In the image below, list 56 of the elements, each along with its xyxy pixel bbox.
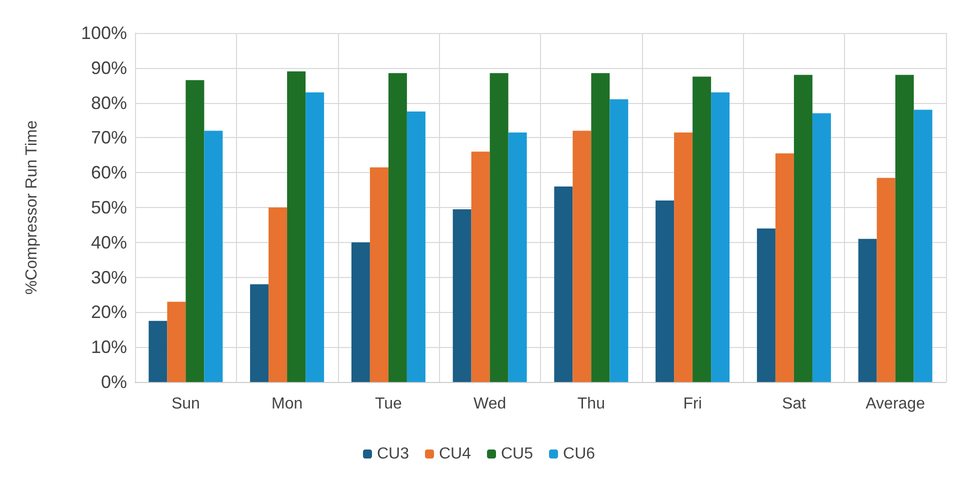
bar bbox=[186, 80, 204, 382]
bar bbox=[876, 178, 896, 382]
y-tick-label: 20% bbox=[90, 302, 127, 322]
x-tick-label: Mon bbox=[272, 396, 303, 412]
bar bbox=[351, 242, 370, 382]
bar bbox=[656, 200, 674, 382]
bar bbox=[711, 92, 730, 382]
bar bbox=[914, 110, 932, 382]
y-tick-label: 30% bbox=[90, 267, 127, 288]
y-tick-label: 40% bbox=[90, 232, 127, 252]
bar bbox=[756, 228, 776, 382]
bar bbox=[406, 112, 426, 382]
bar bbox=[692, 76, 712, 382]
y-tick-label: 90% bbox=[90, 58, 127, 78]
bar bbox=[610, 99, 628, 382]
bar bbox=[858, 238, 877, 382]
y-tick-label: 10% bbox=[90, 337, 127, 358]
y-axis-title: %Compressor Run Time bbox=[24, 120, 40, 295]
x-tick-label: Tue bbox=[374, 396, 402, 412]
x-tick-label: Thu bbox=[577, 396, 605, 412]
bar bbox=[287, 71, 306, 382]
y-tick-label: 60% bbox=[90, 162, 127, 183]
bar bbox=[895, 74, 914, 382]
bar bbox=[388, 73, 407, 382]
bar bbox=[775, 153, 794, 382]
bar bbox=[452, 209, 472, 382]
y-tick-label: 70% bbox=[90, 128, 127, 148]
bar bbox=[490, 73, 508, 382]
bar bbox=[370, 167, 388, 382]
x-tick-label: Fri bbox=[683, 396, 702, 412]
bar bbox=[812, 113, 831, 382]
legend-label: CU3 bbox=[376, 446, 410, 462]
legend-label: CU6 bbox=[563, 446, 596, 462]
bar bbox=[167, 302, 186, 382]
x-tick-label: Average bbox=[866, 396, 926, 412]
y-tick-label: 80% bbox=[90, 92, 127, 113]
bar bbox=[306, 92, 324, 382]
y-tick-label: 0% bbox=[100, 372, 127, 392]
bar bbox=[268, 208, 288, 382]
bar bbox=[471, 152, 490, 382]
bar bbox=[508, 132, 527, 382]
y-tick-label: 100% bbox=[80, 23, 127, 43]
bar bbox=[591, 73, 610, 382]
bar bbox=[148, 320, 168, 382]
bar bbox=[250, 284, 269, 382]
bar bbox=[554, 186, 573, 382]
x-tick-label: Wed bbox=[474, 396, 506, 412]
x-tick-label: Sun bbox=[171, 396, 200, 412]
legend-label: CU5 bbox=[501, 446, 534, 462]
x-tick-label: Sat bbox=[782, 396, 806, 412]
y-tick-label: 50% bbox=[90, 198, 127, 218]
bar bbox=[674, 132, 693, 382]
bar bbox=[794, 74, 812, 382]
bar bbox=[204, 130, 223, 382]
legend-label: CU4 bbox=[438, 446, 472, 462]
bar bbox=[572, 130, 592, 382]
